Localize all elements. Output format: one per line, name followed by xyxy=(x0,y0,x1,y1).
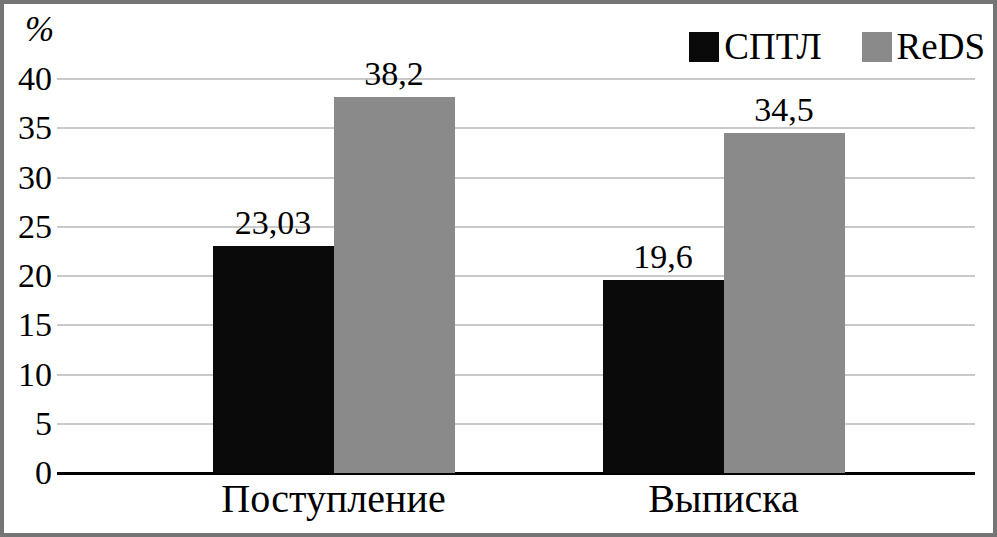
y-tick-label-35: 35 xyxy=(0,109,52,147)
y-tick-label-10: 10 xyxy=(0,356,52,394)
bar-ReDS-Поступление xyxy=(334,97,455,473)
legend-label-ReDS: ReDS xyxy=(897,28,985,66)
y-tick-label-40: 40 xyxy=(0,60,52,98)
y-tick-label-20: 20 xyxy=(0,257,52,295)
legend: СПТЛ ReDS xyxy=(689,28,985,66)
category-label-Поступление: Поступление xyxy=(221,477,445,521)
y-tick-label-25: 25 xyxy=(0,208,52,246)
legend-item-ReDS: ReDS xyxy=(862,28,985,66)
chart-frame-border xyxy=(0,0,997,537)
legend-item-СПТЛ: СПТЛ xyxy=(689,28,821,66)
category-label-Выписка: Выписка xyxy=(648,477,799,521)
value-label-ReDS-Выписка: 34,5 xyxy=(754,91,814,129)
bar-СПТЛ-Поступление xyxy=(213,246,334,473)
bar-chart: % 0 5 10 15 20 25 30 35 40 23,03 38,2 Поступление 19… xyxy=(0,0,997,537)
legend-swatch-ReDS xyxy=(862,32,892,62)
y-axis-unit-label: % xyxy=(25,10,54,50)
gridline-40 xyxy=(57,78,975,80)
y-tick-label-5: 5 xyxy=(0,405,52,443)
y-tick-label-0: 0 xyxy=(0,454,52,492)
legend-label-СПТЛ: СПТЛ xyxy=(724,28,821,66)
y-tick-label-15: 15 xyxy=(0,306,52,344)
y-tick-label-30: 30 xyxy=(0,159,52,197)
legend-swatch-СПТЛ xyxy=(689,32,719,62)
gridline-35 xyxy=(57,127,975,129)
value-label-СПТЛ-Поступление: 23,03 xyxy=(235,204,312,242)
value-label-СПТЛ-Выписка: 19,6 xyxy=(633,238,693,276)
bar-СПТЛ-Выписка xyxy=(603,280,724,473)
value-label-ReDS-Поступление: 38,2 xyxy=(364,55,424,93)
bar-ReDS-Выписка xyxy=(724,133,845,473)
